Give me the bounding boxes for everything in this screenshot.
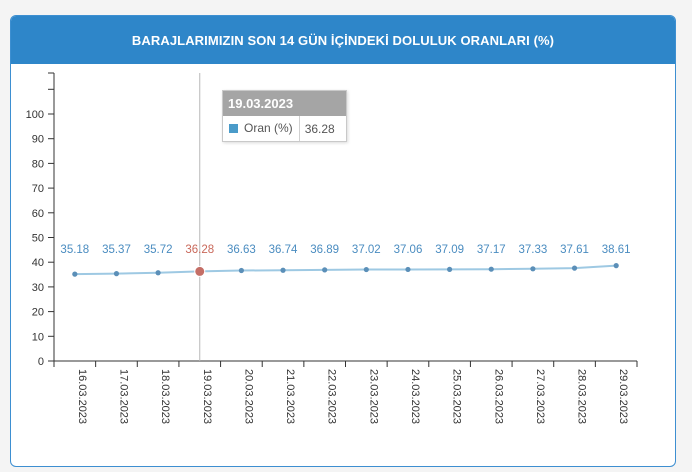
data-point — [613, 263, 619, 269]
y-tick-label: 60 — [32, 208, 44, 220]
data-label: 35.37 — [102, 244, 131, 256]
x-tick-label: 25.03.2023 — [451, 369, 463, 424]
y-tick-label: 50 — [32, 233, 44, 245]
data-label: 36.89 — [310, 244, 339, 256]
y-tick-label: 30 — [32, 282, 44, 294]
data-point — [113, 271, 120, 277]
y-tick-label: 70 — [32, 183, 44, 195]
x-tick-label: 16.03.2023 — [76, 369, 88, 424]
x-tick-label: 26.03.2023 — [492, 369, 504, 424]
x-tick-label: 18.03.2023 — [159, 369, 171, 424]
y-tick-label: 10 — [32, 331, 44, 343]
y-tick-label: 90 — [32, 134, 44, 146]
series-swatch-icon — [229, 124, 238, 133]
x-tick-label: 24.03.2023 — [409, 369, 421, 424]
data-label: 37.02 — [352, 244, 381, 256]
data-point — [530, 266, 536, 272]
data-label: 37.09 — [435, 244, 464, 256]
data-point — [280, 267, 286, 273]
x-tick-label: 20.03.2023 — [242, 369, 254, 424]
data-label: 36.74 — [269, 244, 298, 256]
data-point — [238, 267, 244, 274]
x-tick-label: 23.03.2023 — [367, 369, 379, 424]
x-tick-label: 29.03.2023 — [617, 369, 629, 424]
data-label: 35.18 — [60, 244, 89, 256]
data-label: 35.72 — [144, 244, 173, 256]
data-point — [363, 266, 369, 273]
chart-tooltip: 19.03.2023 Oran (%) 36.28 — [222, 90, 347, 142]
tooltip-row: Oran (%) 36.28 — [223, 116, 346, 141]
data-point — [72, 271, 78, 277]
highlighted-point — [194, 265, 206, 277]
x-tick-label: 28.03.2023 — [576, 369, 588, 424]
y-tick-label: 80 — [32, 158, 44, 170]
data-point — [488, 266, 494, 272]
data-label: 38.61 — [602, 244, 631, 256]
data-label: 36.28 — [185, 244, 214, 256]
data-point — [322, 267, 328, 273]
data-label: 37.06 — [394, 244, 423, 256]
y-tick-label: 0 — [38, 356, 44, 368]
data-label: 37.61 — [560, 244, 589, 256]
series-line — [74, 264, 617, 276]
x-tick-label: 21.03.2023 — [284, 369, 296, 424]
y-tick-label: 100 — [26, 109, 44, 121]
data-point — [405, 266, 411, 273]
x-tick-label: 17.03.2023 — [117, 369, 129, 424]
data-label: 37.33 — [519, 244, 548, 256]
tooltip-date: 19.03.2023 — [223, 91, 346, 116]
data-label: 37.17 — [477, 244, 506, 256]
y-tick-label: 40 — [32, 257, 44, 269]
data-point — [571, 265, 578, 271]
x-tick-label: 22.03.2023 — [326, 369, 338, 424]
x-tick-label: 19.03.2023 — [201, 369, 213, 424]
line-chart: 0 10 20 30 40 50 60 70 80 90 100 16.03.2023 17.03.20… — [26, 72, 638, 424]
tooltip-series-label: Oran (%) — [244, 116, 300, 141]
chart-title: BARAJLARIMIZIN SON 14 GÜN İÇİNDEKİ DOLUL… — [11, 16, 675, 64]
x-tick-label: 27.03.2023 — [534, 369, 546, 424]
y-tick-label: 20 — [32, 307, 44, 319]
tooltip-value: 36.28 — [304, 121, 335, 136]
data-point — [447, 266, 453, 272]
data-label: 36.63 — [227, 244, 256, 256]
data-point — [155, 270, 161, 276]
